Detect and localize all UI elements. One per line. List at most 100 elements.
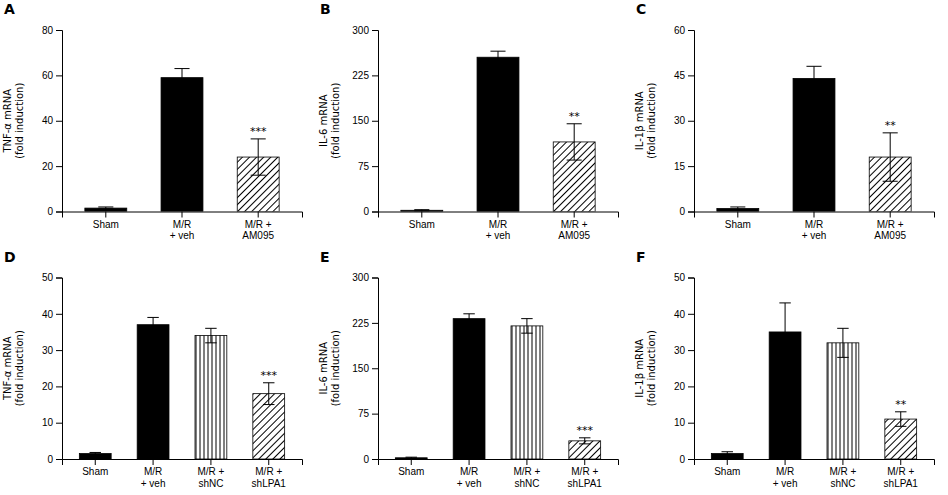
error-bar (895, 412, 906, 427)
error-cap (205, 342, 216, 343)
x-tick-mark (727, 459, 728, 465)
y-tick-mark (372, 278, 378, 279)
x-tick-label: M/R +shNC (513, 466, 540, 489)
error-stem (574, 124, 575, 160)
error-cap (567, 160, 582, 161)
significance-label: ** (885, 119, 897, 132)
y-tick-label: 75 (358, 408, 370, 419)
x-tick-label-line: M/R + (245, 219, 272, 230)
error-stem (727, 452, 728, 456)
error-bar (490, 51, 505, 63)
x-tick-label: Sham (409, 219, 435, 230)
y-tick: 20 (42, 161, 62, 172)
error-cap (414, 209, 429, 210)
x-tick-mark (182, 212, 183, 218)
y-tick: 45 (674, 70, 694, 81)
axis-domain (688, 31, 695, 213)
error-stem (268, 383, 269, 405)
y-axis: 0 20 40 60 80 (42, 25, 63, 218)
x-tick-label-line: shNC (830, 478, 855, 489)
x-tick-label: M/R +shLPA1 (568, 466, 603, 489)
x-tick: M/R+ veh (486, 212, 511, 242)
y-axis-title-line: IL-1β mRNA (634, 339, 645, 398)
y-tick-mark (56, 30, 62, 31)
x-tick-label: M/R +shNC (829, 466, 856, 489)
y-tick-label: 80 (42, 25, 54, 36)
bar (827, 343, 859, 459)
x-tick-label-line: M/R (489, 219, 507, 230)
y-tick-label: 45 (674, 70, 686, 81)
x-tick-label-line: Sham (725, 219, 751, 230)
x-tick: M/R +AM095 (558, 212, 590, 242)
error-cap (722, 455, 733, 456)
y-axis-title-line: IL-6 mRNA (318, 94, 329, 147)
significance-label: ** (569, 110, 581, 123)
y-tick-label: 40 (42, 309, 54, 320)
x-tick-label-line: Sham (398, 466, 424, 477)
x-tick-label: M/R +AM095 (874, 219, 906, 242)
y-tick-mark (688, 386, 694, 387)
error-cap (883, 181, 898, 182)
plot-area (79, 317, 284, 459)
x-tick: M/R+ veh (773, 459, 798, 489)
y-tick: 20 (42, 381, 62, 392)
y-axis: 01020304050 (42, 272, 63, 465)
x-tick: M/R+ veh (802, 212, 827, 242)
x-tick-label-line: Sham (93, 219, 119, 230)
y-axis-title-line: (fold induction) (14, 83, 25, 159)
error-cap (837, 328, 848, 329)
error-bar (567, 124, 582, 160)
y-axis: 075150225300 (352, 272, 378, 465)
y-tick: 40 (42, 309, 62, 320)
x-tick: M/R +shLPA1 (568, 459, 603, 489)
x-tick-label: M/R+ veh (141, 466, 166, 489)
y-tick: 150 (352, 115, 378, 126)
error-stem (469, 314, 470, 324)
error-cap (837, 357, 848, 358)
y-tick-label: 40 (674, 309, 686, 320)
x-tick-mark (153, 459, 154, 465)
x-tick-mark (842, 459, 843, 465)
error-stem (890, 133, 891, 181)
axis-domain (63, 460, 303, 466)
y-axis: 01020304050 (674, 272, 695, 465)
error-cap (147, 331, 158, 332)
y-tick-label: 0 (363, 206, 369, 217)
x-tick-mark (210, 459, 211, 465)
bar (137, 325, 169, 459)
x-tick-label-line: M/R + (561, 219, 588, 230)
y-tick-label: 20 (674, 381, 686, 392)
panel-label: C (636, 1, 646, 17)
y-tick-label: 40 (42, 115, 54, 126)
y-tick-label: 0 (679, 206, 685, 217)
error-cap (263, 382, 274, 383)
x-axis: ShamM/R+ vehM/R +shNCM/R +shLPA1 (379, 459, 619, 489)
y-tick: 20 (674, 381, 694, 392)
x-tick: M/R +shNC (513, 459, 540, 489)
error-stem (210, 328, 211, 343)
y-tick-mark (688, 350, 694, 351)
x-tick-label: Sham (82, 466, 108, 477)
x-tick-label: M/R+ veh (802, 219, 827, 242)
y-tick: 60 (674, 25, 694, 36)
y-tick-label: 10 (674, 417, 686, 428)
y-tick-label: 50 (42, 272, 54, 283)
y-tick-label: 60 (42, 70, 54, 81)
error-stem (584, 438, 585, 444)
y-axis-title-line: (fold induction) (330, 83, 341, 159)
bar (793, 78, 835, 211)
error-bar (722, 452, 733, 456)
bar (161, 78, 203, 212)
y-tick-label: 0 (47, 206, 53, 217)
bar (477, 57, 519, 211)
y-axis-title-line: IL-6 mRNA (318, 342, 329, 395)
y-tick-mark (372, 121, 378, 122)
error-bar (463, 314, 474, 324)
y-axis: 075150225300 (352, 25, 378, 218)
y-tick-mark (56, 278, 62, 279)
x-tick-label-line: M/R + (571, 466, 598, 477)
y-tick-mark (372, 459, 378, 460)
y-tick: 225 (352, 70, 378, 81)
x-tick: Sham (82, 459, 108, 477)
y-tick-label: 225 (352, 70, 369, 81)
